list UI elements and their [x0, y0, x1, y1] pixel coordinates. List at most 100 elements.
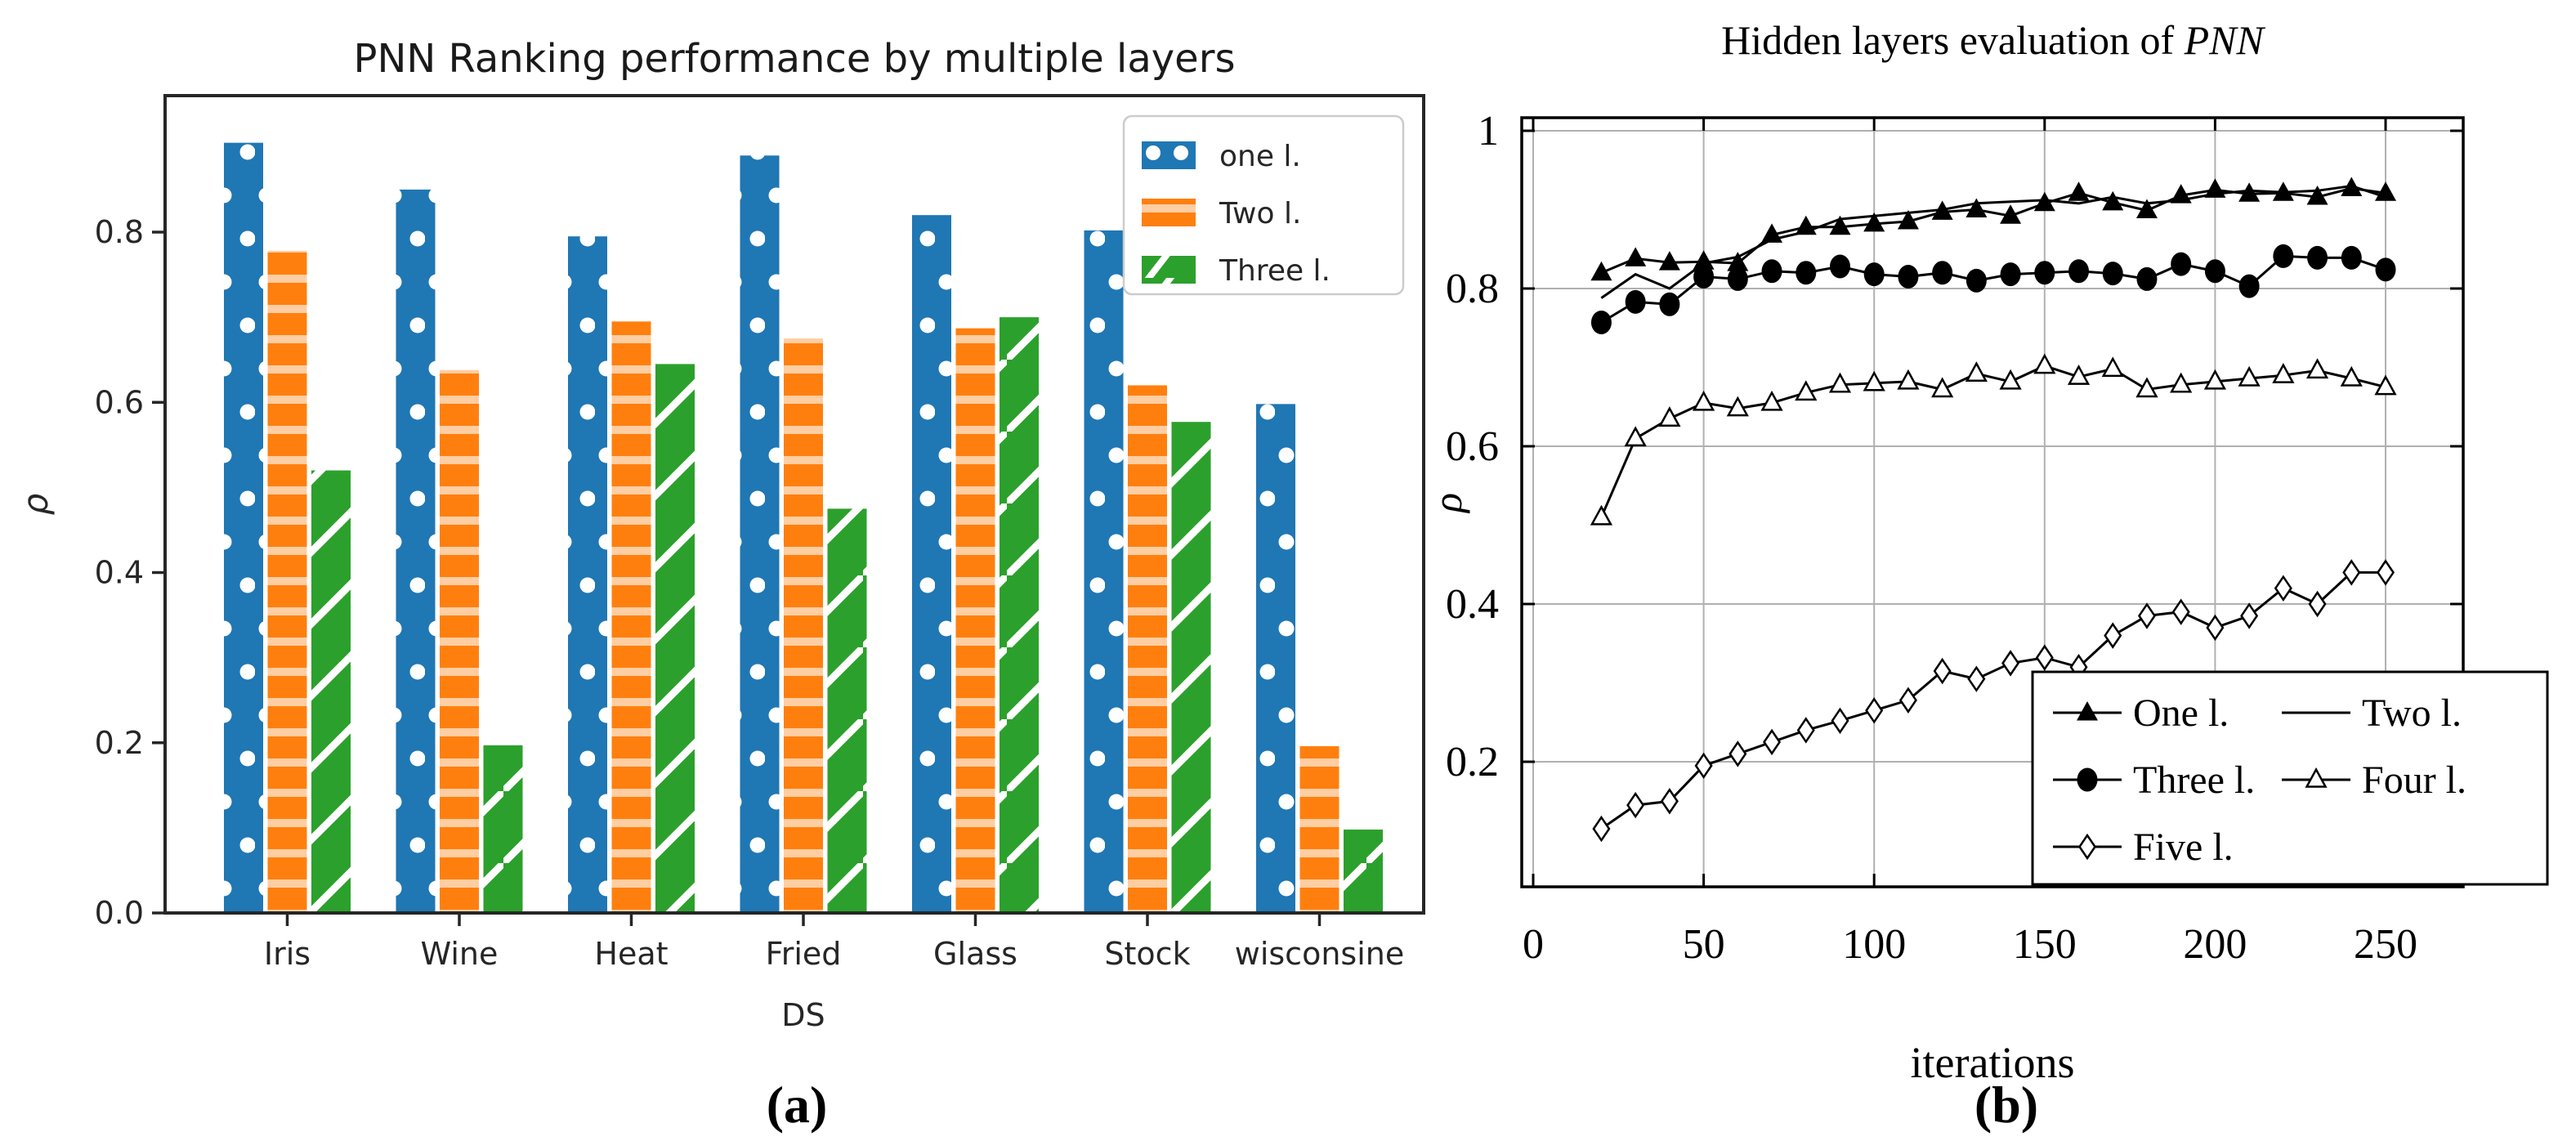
x-tick-label: 0 [1523, 921, 1544, 968]
bar-glass-series3 [1000, 317, 1039, 913]
bar-groups [224, 142, 1383, 914]
x-tick-label: 200 [2183, 921, 2247, 968]
marker-triangle-filled [1795, 215, 1817, 235]
marker-triangle-open [2272, 363, 2295, 383]
y-tick-label: 0.0 [95, 895, 144, 931]
marker-circle-filled [1659, 292, 1680, 316]
bar-wisconsine-series1 [1256, 404, 1295, 913]
marker-triangle-filled [2375, 181, 2396, 201]
marker-triangle-filled [1727, 252, 1749, 271]
marker-triangle-filled [2102, 190, 2124, 211]
marker-diamond-open [2342, 559, 2361, 586]
y-tick-label: 0.8 [95, 214, 144, 250]
x-tick-label: 250 [2354, 921, 2417, 968]
marker-diamond-open [1865, 697, 1884, 724]
x-tick-label: Glass [933, 936, 1017, 972]
marker-triangle-open [2238, 365, 2261, 387]
bar-heat-series3 [655, 364, 695, 913]
x-tick-label: Fried [766, 936, 842, 972]
bar-fried-series2 [784, 338, 823, 913]
marker-triangle-open [2203, 369, 2227, 390]
legend-label-4: Four l. [2362, 758, 2466, 802]
marker-diamond-open [2240, 602, 2259, 629]
bar-glass-series2 [955, 328, 995, 913]
marker-triangle-filled [2238, 182, 2261, 202]
legend-label-1: One l. [2133, 691, 2229, 735]
marker-triangle-filled [1625, 247, 1647, 266]
x-tick-label: 100 [1842, 921, 1906, 968]
marker-triangle-open [1760, 390, 1783, 411]
x-tick-label: wisconsine [1235, 936, 1404, 972]
marker-circle-filled [2068, 259, 2090, 284]
marker-circle-filled [1761, 259, 1782, 284]
marker-diamond-open [1763, 728, 1782, 756]
legend-swatch-3 [1142, 256, 1196, 284]
marker-triangle-open [2374, 374, 2397, 396]
x-tick-label: Heat [594, 936, 668, 972]
marker-diamond-open [2035, 644, 2054, 671]
marker-triangle-filled [2033, 191, 2055, 212]
marker-diamond-open [2171, 598, 2190, 625]
marker-triangle-filled [1829, 215, 1851, 235]
marker-triangle-filled [1693, 250, 1715, 270]
marker-triangle-filled [2306, 186, 2328, 205]
series-markers [1590, 177, 2397, 843]
marker-triangle-open [1897, 369, 1920, 390]
marker-triangle-open [1624, 426, 1647, 447]
legend-swatch-1 [1142, 141, 1196, 169]
bar-chart-ylabel: ρ [16, 493, 56, 515]
marker-triangle-open [2340, 365, 2363, 387]
marker-triangle-open [1726, 396, 1749, 417]
y-tick-label: 0.6 [1446, 423, 1499, 470]
line-chart-spines [1520, 116, 2465, 888]
marker-triangle-open [2170, 372, 2193, 393]
marker-circle-filled [1590, 310, 1612, 334]
legend-box [2031, 670, 2549, 886]
line-chart-legend: One l. Two l. Three l. Four l. Five l. [2031, 670, 2549, 886]
bar-fried-series3 [827, 508, 867, 913]
marker-triangle-open [1828, 372, 1852, 393]
marker-diamond-open [2104, 622, 2122, 649]
y-tick-label: 0.2 [1446, 739, 1499, 785]
x-tick-label: Stock [1104, 936, 1190, 972]
bar-chart-panel: PNN Ranking performance by multiple laye… [16, 36, 1425, 1033]
marker-circle-filled [2375, 257, 2396, 282]
line-two-l- [1600, 184, 2386, 299]
marker-diamond-open [1592, 815, 1611, 843]
bar-stock-series3 [1171, 422, 1211, 913]
marker-circle-filled [2204, 259, 2225, 284]
marker-circle-filled [1863, 262, 1885, 287]
y-tick-label: 0.2 [95, 725, 144, 761]
marker-triangle-open [1692, 390, 1715, 411]
marker-triangle-filled [2341, 177, 2363, 196]
marker-circle-filled [1727, 266, 1748, 291]
marker-triangle-open [1931, 377, 1954, 398]
x-tick-label: 150 [2013, 921, 2077, 968]
marker-diamond-open [1729, 741, 1747, 767]
marker-triangle-open [2101, 356, 2124, 378]
bar-chart-legend: one l. Two l. Three l. [1122, 114, 1405, 296]
marker-circle-filled [1796, 261, 1817, 285]
marker-triangle-open [1658, 406, 1681, 427]
bar-glass-series1 [912, 215, 951, 913]
marker-circle-filled [1932, 261, 1953, 285]
marker-circle-filled [1829, 254, 1850, 279]
marker-circle-filled [1966, 268, 1987, 293]
marker-diamond-open [2001, 650, 2020, 677]
marker-triangle-filled [2135, 199, 2158, 218]
marker-triangle-filled [1966, 198, 1988, 217]
bar-chart-spines [163, 94, 1425, 915]
line-chart-title: Hidden layers evaluation of PNN [1721, 17, 2265, 63]
marker-triangle-open [2305, 358, 2329, 379]
marker-diamond-open [2206, 614, 2225, 642]
marker-diamond-open [1898, 687, 1917, 714]
bar-wine-series2 [440, 369, 479, 913]
marker-diamond-open [1626, 791, 1645, 819]
legend-label-3: Three l. [1219, 254, 1330, 288]
bar-chart-title: PNN Ranking performance by multiple laye… [354, 36, 1236, 82]
marker-circle-filled [2171, 252, 2192, 276]
caption-b: (b) [1974, 1076, 2039, 1134]
marker-circle-filled [1625, 289, 1646, 314]
marker-triangle-filled [2272, 181, 2294, 201]
legend-swatch-2 [1142, 199, 1196, 226]
